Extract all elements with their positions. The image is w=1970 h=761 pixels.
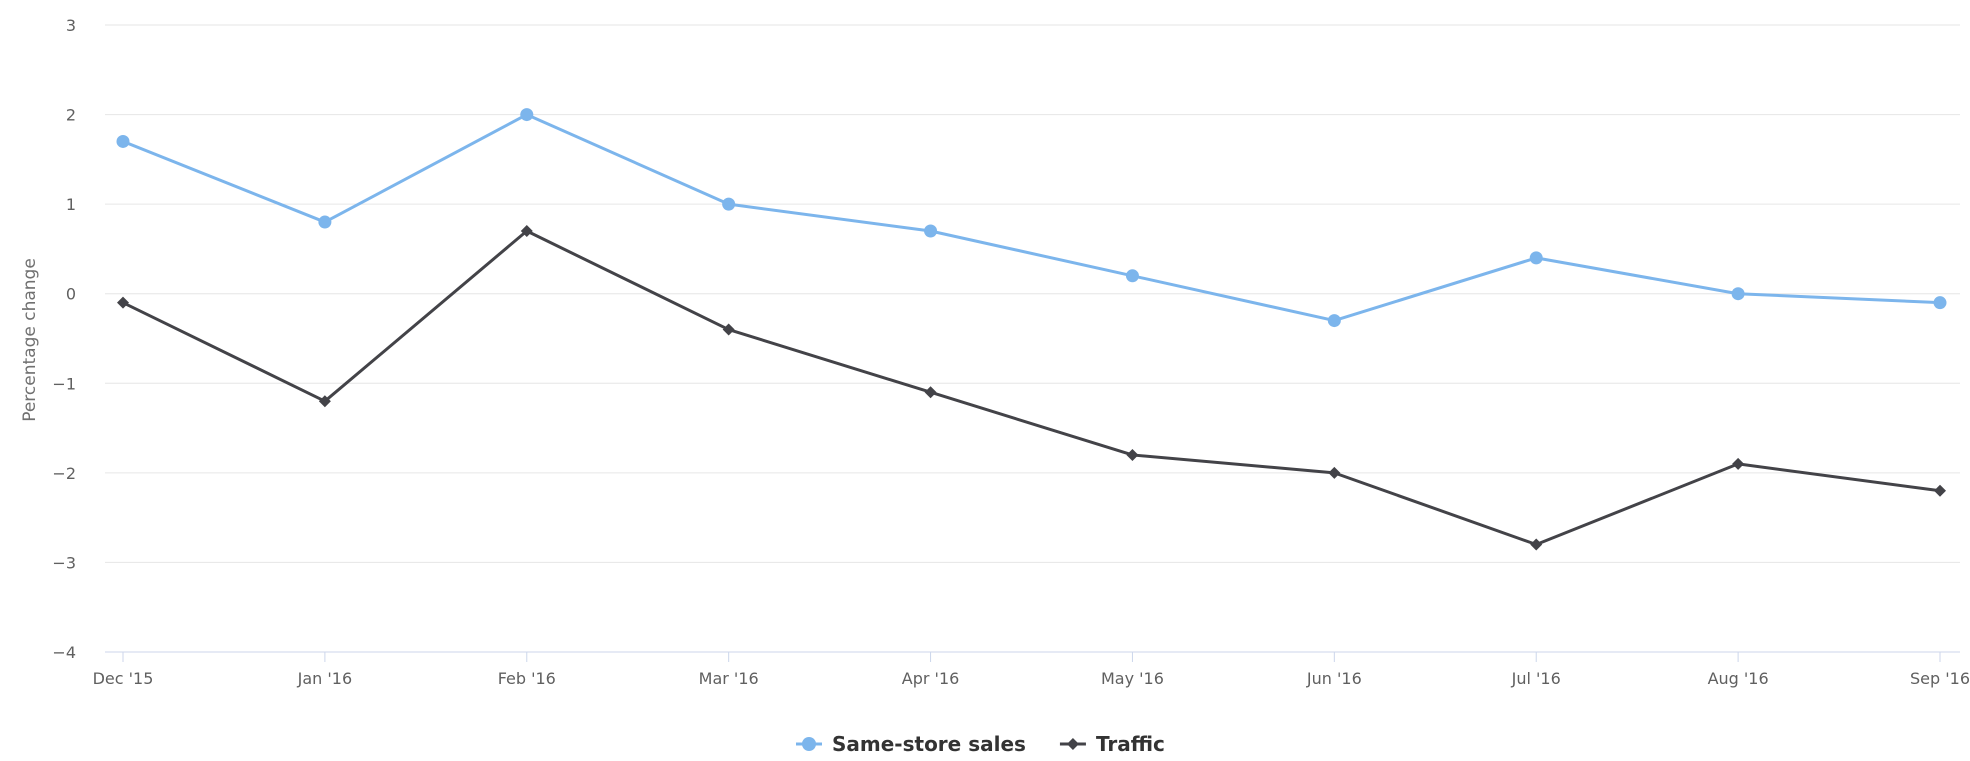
legend: Same-store sales Traffic xyxy=(796,732,1165,756)
legend-label: Traffic xyxy=(1096,732,1165,756)
grid-lines xyxy=(105,24,1960,563)
data-point[interactable] xyxy=(1530,538,1543,551)
y-axis-tick-labels: 3 2 1 0 −1 −2 −3 −4 xyxy=(52,16,76,662)
legend-marker-diamond xyxy=(1066,738,1079,750)
y-tick-label: 2 xyxy=(66,106,76,125)
x-tick-label: Jun '16 xyxy=(1306,669,1362,688)
x-tick-label: Mar '16 xyxy=(699,669,759,688)
y-axis-title: Percentage change xyxy=(20,258,40,422)
data-point[interactable] xyxy=(722,323,735,336)
data-point[interactable] xyxy=(722,197,736,211)
y-tick-label: 1 xyxy=(66,195,76,214)
data-point[interactable] xyxy=(1529,251,1543,265)
y-tick-label: 0 xyxy=(66,285,76,304)
data-point[interactable] xyxy=(1327,314,1341,328)
x-tick-label: Apr '16 xyxy=(902,669,960,688)
x-tick-label: Jan '16 xyxy=(297,669,353,688)
data-point[interactable] xyxy=(1731,287,1745,301)
series-line xyxy=(122,113,1941,323)
y-tick-label: 3 xyxy=(66,16,76,35)
x-tick-label: Jul '16 xyxy=(1511,669,1561,688)
series-line xyxy=(122,229,1941,547)
data-point[interactable] xyxy=(924,224,938,238)
data-point[interactable] xyxy=(1125,269,1139,283)
data-point[interactable] xyxy=(116,134,130,148)
legend-item[interactable]: Same-store sales xyxy=(796,732,1026,756)
y-tick-label: −4 xyxy=(52,643,76,662)
x-axis-ticks: Dec '15 Jan '16 Feb '16 Mar '16 Apr '16 May '… xyxy=(93,652,1970,688)
y-tick-label: −2 xyxy=(52,464,76,483)
data-point[interactable] xyxy=(520,108,534,122)
x-tick-label: Sep '16 xyxy=(1910,669,1970,688)
x-tick-label: May '16 xyxy=(1101,669,1164,688)
legend-label: Same-store sales xyxy=(832,732,1026,756)
x-tick-label: Aug '16 xyxy=(1708,669,1769,688)
y-tick-label: −1 xyxy=(52,374,76,393)
data-point[interactable] xyxy=(1328,466,1341,479)
data-point[interactable] xyxy=(1933,296,1947,310)
legend-marker-circle xyxy=(802,737,816,751)
x-tick-label: Feb '16 xyxy=(498,669,556,688)
data-point[interactable] xyxy=(117,296,129,309)
x-tick-label: Dec '15 xyxy=(93,669,154,688)
series-layer xyxy=(116,108,1947,551)
data-point[interactable] xyxy=(520,225,533,238)
data-point[interactable] xyxy=(1126,448,1139,461)
data-point[interactable] xyxy=(924,386,937,399)
data-point[interactable] xyxy=(318,215,332,229)
legend-item[interactable]: Traffic xyxy=(1059,732,1165,756)
series-1 xyxy=(117,225,1946,551)
data-point[interactable] xyxy=(1934,484,1946,497)
data-point[interactable] xyxy=(1732,457,1745,470)
data-point[interactable] xyxy=(318,395,331,408)
series-0 xyxy=(116,108,1947,328)
y-tick-label: −3 xyxy=(52,553,76,572)
